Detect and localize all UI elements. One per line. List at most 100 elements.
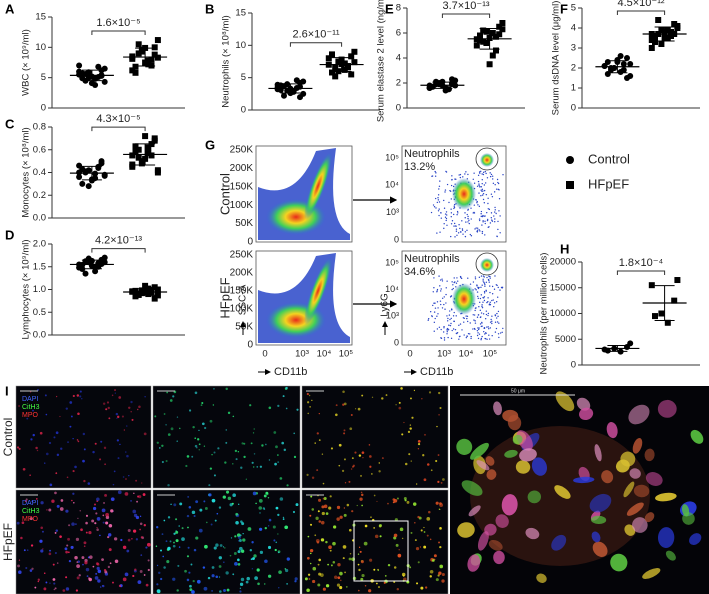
cell-dot xyxy=(27,549,29,551)
cell xyxy=(457,522,475,538)
cell-dot xyxy=(278,587,280,589)
cell-dot xyxy=(330,564,333,567)
cell-dot xyxy=(282,518,285,520)
y-tick-label: 10000 xyxy=(550,308,576,319)
cell-dot xyxy=(101,508,106,513)
event xyxy=(453,207,455,210)
p-value: 4.5×10⁻¹² xyxy=(617,0,664,9)
y-tick-label: 250K xyxy=(230,250,254,261)
cell-dot xyxy=(181,527,184,530)
cell-dot xyxy=(124,572,129,577)
cell-dot xyxy=(59,507,64,511)
event xyxy=(487,278,490,281)
cell-dot xyxy=(359,497,363,501)
event xyxy=(482,220,484,222)
cell-dot xyxy=(94,522,97,525)
cell-dot xyxy=(66,476,69,479)
y-tick-label: 0 xyxy=(394,337,399,347)
cell-dot xyxy=(336,505,341,510)
cell-dot xyxy=(204,507,208,510)
cell-dot xyxy=(338,464,341,467)
data-point xyxy=(658,310,665,317)
cell-dot xyxy=(32,409,34,412)
event xyxy=(489,222,492,224)
event xyxy=(497,182,500,185)
cell-dot xyxy=(166,560,170,564)
cell-dot xyxy=(322,587,326,591)
cell-dot xyxy=(193,548,197,552)
event xyxy=(445,219,447,222)
y-tick-label: 0.6 xyxy=(33,144,46,155)
cell-dot xyxy=(295,503,299,507)
y-tick-label: 2.0 xyxy=(33,239,46,250)
data-point xyxy=(145,57,152,64)
cell-dot xyxy=(242,532,244,535)
event xyxy=(446,320,449,322)
event xyxy=(453,206,456,209)
event xyxy=(490,212,493,214)
cell-dot xyxy=(76,439,79,441)
cell-dot xyxy=(108,523,113,528)
event xyxy=(436,301,439,303)
cell-dot xyxy=(32,433,35,437)
row-label: HFpEF xyxy=(1,523,15,561)
cell-dot xyxy=(333,525,337,529)
cell-dot xyxy=(53,436,56,439)
x-axis-label: CD11b xyxy=(420,366,453,378)
cell-dot xyxy=(55,529,59,532)
cell-dot xyxy=(420,586,424,590)
data-point xyxy=(483,28,490,35)
cell-dot xyxy=(126,425,128,427)
cell-dot xyxy=(317,563,320,566)
cell-dot xyxy=(117,415,120,419)
cell-dot xyxy=(140,536,143,539)
p-value: 4.2×10⁻¹³ xyxy=(95,235,142,247)
event xyxy=(456,210,459,213)
data-point xyxy=(154,167,161,174)
cell-dot xyxy=(239,590,242,593)
cell xyxy=(504,449,518,458)
event xyxy=(432,204,435,206)
event xyxy=(443,327,445,329)
event xyxy=(454,236,456,238)
cell-dot xyxy=(329,549,332,552)
event xyxy=(494,209,496,211)
cell-dot xyxy=(202,566,206,569)
event xyxy=(462,317,465,319)
cell-dot xyxy=(401,572,406,577)
cell-dot xyxy=(238,546,243,551)
cell-dot xyxy=(264,526,267,530)
cell xyxy=(527,490,542,504)
cell-dot xyxy=(307,401,310,404)
event xyxy=(479,323,482,325)
cell-dot xyxy=(154,415,157,418)
cell-dot xyxy=(293,432,296,435)
y-tick-label: 0 xyxy=(247,340,253,351)
event xyxy=(494,206,496,209)
event xyxy=(478,333,481,335)
cell-dot xyxy=(188,409,192,412)
cell-dot xyxy=(56,504,60,508)
cell-dot xyxy=(218,565,222,568)
event xyxy=(437,210,440,212)
data-point xyxy=(499,20,506,26)
event xyxy=(499,332,502,334)
p-value: 4.3×10⁻⁵ xyxy=(96,113,140,125)
cell-dot xyxy=(194,437,197,440)
cell xyxy=(485,456,495,466)
cell-dot xyxy=(283,448,287,452)
cell-dot xyxy=(440,481,443,484)
cell-dot xyxy=(285,407,288,410)
cell-density xyxy=(304,257,332,325)
cell xyxy=(610,553,628,572)
cell-dot xyxy=(309,548,314,553)
event xyxy=(436,232,438,234)
event xyxy=(444,191,446,193)
cell-dot xyxy=(318,558,322,562)
event xyxy=(486,338,488,340)
cell-dot xyxy=(349,427,353,431)
cell-dot xyxy=(342,557,345,560)
event xyxy=(481,188,484,191)
cell-dot xyxy=(235,520,239,525)
event xyxy=(439,279,442,281)
